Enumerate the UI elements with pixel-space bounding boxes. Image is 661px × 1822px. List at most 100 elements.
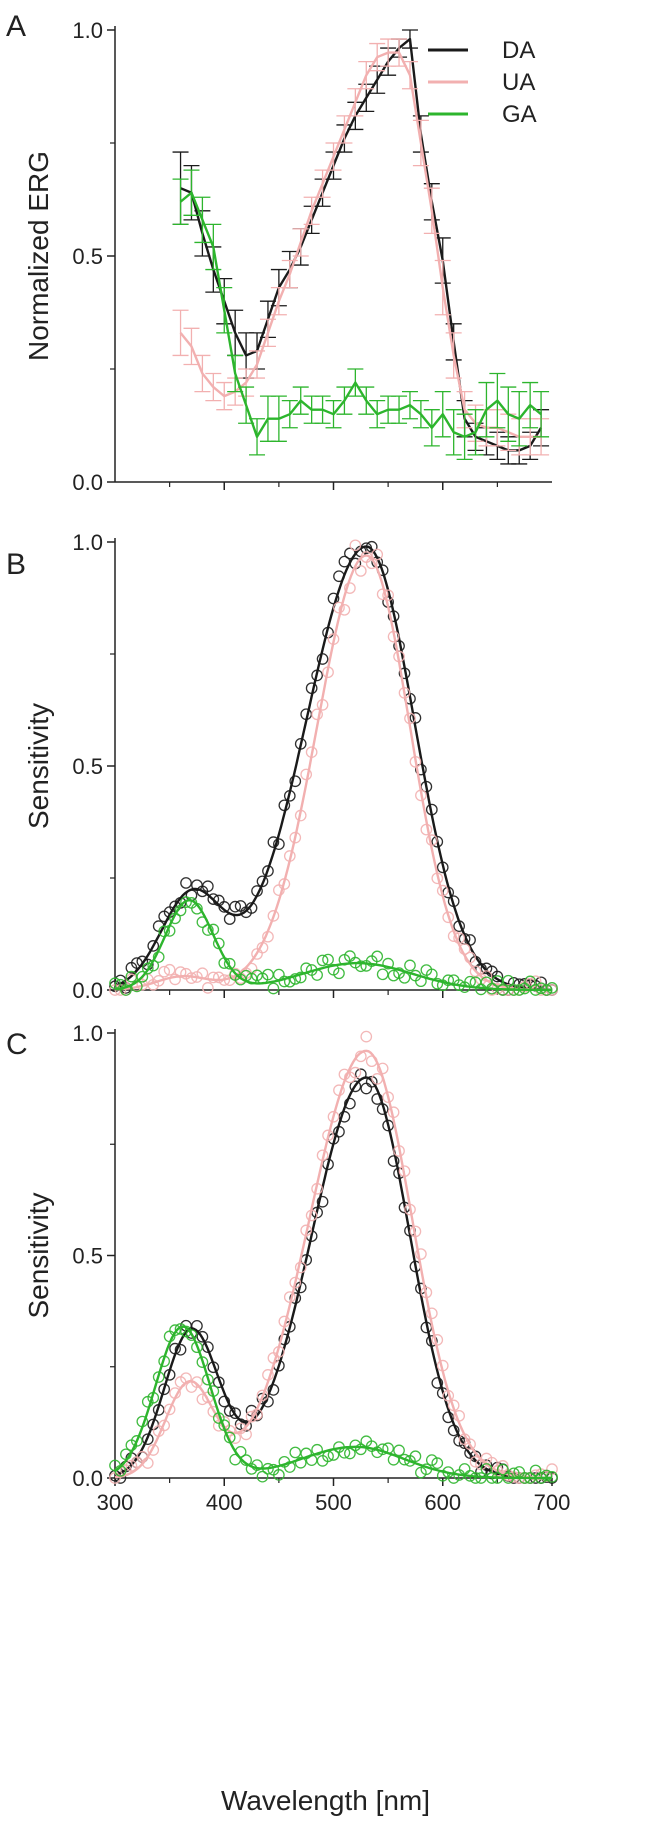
panel-letter: B bbox=[6, 548, 26, 581]
data-point bbox=[344, 1447, 356, 1460]
data-point bbox=[338, 603, 351, 616]
data-point bbox=[294, 971, 307, 984]
data-point bbox=[267, 982, 280, 995]
data-point bbox=[344, 582, 356, 594]
legend-label: DA bbox=[502, 37, 535, 64]
fit-curve bbox=[114, 898, 553, 992]
data-point bbox=[163, 963, 176, 976]
data-point bbox=[502, 974, 515, 987]
data-point bbox=[229, 1407, 242, 1420]
fit-curve bbox=[114, 1325, 552, 1480]
data-point bbox=[267, 910, 280, 922]
data-point bbox=[360, 1082, 373, 1095]
data-point bbox=[458, 1463, 471, 1475]
data-point bbox=[289, 1446, 302, 1459]
series-ga bbox=[109, 1323, 558, 1484]
data-point bbox=[382, 1091, 394, 1104]
panel-b: B 0.0 0.5 1.0 Sensitivity bbox=[6, 530, 558, 1003]
legend: DA UA GA bbox=[428, 37, 537, 128]
x-tick-label: 400 bbox=[206, 1490, 243, 1515]
data-point bbox=[344, 1097, 356, 1110]
data-point bbox=[469, 1472, 482, 1484]
data-point bbox=[289, 775, 302, 788]
legend-label: GA bbox=[502, 101, 537, 128]
data-point bbox=[267, 836, 280, 848]
x-tick-label: 300 bbox=[97, 1490, 134, 1515]
data-point bbox=[371, 950, 384, 963]
data-point bbox=[218, 1395, 231, 1408]
data-point bbox=[229, 900, 242, 913]
y-axis-title: Sensitivity bbox=[23, 703, 54, 829]
data-point bbox=[480, 1463, 493, 1475]
data-point bbox=[256, 1389, 269, 1402]
data-point bbox=[256, 1470, 269, 1483]
data-point bbox=[415, 1248, 427, 1260]
data-point bbox=[398, 1453, 411, 1466]
data-point bbox=[415, 763, 427, 776]
data-point bbox=[311, 1443, 323, 1456]
series-line bbox=[180, 37, 543, 452]
x-tick-label: 600 bbox=[424, 1490, 461, 1515]
x-tick-label: 500 bbox=[315, 1490, 352, 1515]
data-point bbox=[376, 968, 389, 981]
series-da bbox=[172, 29, 550, 465]
panel-letter: C bbox=[6, 1028, 28, 1061]
data-point bbox=[169, 1324, 181, 1336]
fit-curve bbox=[114, 1076, 553, 1480]
data-point bbox=[240, 1420, 252, 1432]
series-line bbox=[179, 191, 542, 438]
data-point bbox=[212, 971, 225, 984]
data-point bbox=[349, 539, 362, 552]
series-ua bbox=[109, 1030, 558, 1484]
data-point bbox=[431, 1457, 444, 1469]
data-point bbox=[311, 708, 323, 721]
panel-c: C 0.0 0.5 1.0 300 400 500 600 700 Sensitivity Wave… bbox=[6, 1021, 570, 1816]
data-point bbox=[480, 962, 493, 975]
data-point bbox=[131, 1435, 143, 1447]
data-point bbox=[240, 1428, 252, 1441]
series-ga bbox=[109, 896, 558, 996]
data-point bbox=[163, 1403, 176, 1416]
data-point bbox=[147, 940, 160, 952]
data-point bbox=[382, 589, 394, 602]
data-point bbox=[202, 880, 214, 893]
y-tick-label: 1.0 bbox=[72, 530, 103, 555]
data-point bbox=[371, 1093, 384, 1105]
data-point bbox=[546, 982, 558, 994]
data-point bbox=[354, 960, 367, 973]
y-axis-title: Sensitivity bbox=[23, 1192, 54, 1318]
data-point bbox=[191, 1341, 203, 1354]
y-tick-label: 0.5 bbox=[72, 754, 103, 779]
data-point bbox=[158, 965, 171, 978]
data-point bbox=[496, 1463, 509, 1476]
y-tick-label: 0.5 bbox=[72, 244, 103, 269]
data-point bbox=[327, 1110, 340, 1123]
data-point bbox=[245, 1410, 258, 1423]
data-point bbox=[180, 896, 192, 908]
data-point bbox=[524, 975, 537, 988]
data-point bbox=[316, 1195, 329, 1208]
data-point bbox=[442, 974, 455, 987]
data-point bbox=[469, 1455, 482, 1468]
x-axis-title: Wavelength [nm] bbox=[221, 1785, 430, 1816]
data-point bbox=[387, 1155, 400, 1167]
series-da bbox=[109, 1068, 558, 1484]
data-point bbox=[387, 969, 400, 982]
y-tick-label: 0.0 bbox=[72, 470, 103, 495]
data-point bbox=[174, 1343, 187, 1356]
data-point bbox=[409, 1450, 422, 1463]
data-point bbox=[360, 1030, 373, 1043]
data-point bbox=[273, 838, 285, 850]
y-tick-label: 1.0 bbox=[72, 18, 103, 43]
panel-a: A 0.0 0.5 1.0 Normalized ERG DA UA GA bbox=[6, 10, 552, 495]
data-point bbox=[294, 1456, 307, 1469]
series-ua bbox=[109, 539, 558, 996]
data-point bbox=[136, 970, 149, 983]
data-point bbox=[431, 1377, 444, 1389]
y-tick-label: 0.0 bbox=[72, 1466, 103, 1491]
x-tick-label: 700 bbox=[534, 1490, 571, 1515]
data-point bbox=[365, 1075, 378, 1088]
y-tick-label: 0.5 bbox=[72, 1244, 103, 1269]
data-point bbox=[425, 1454, 438, 1466]
